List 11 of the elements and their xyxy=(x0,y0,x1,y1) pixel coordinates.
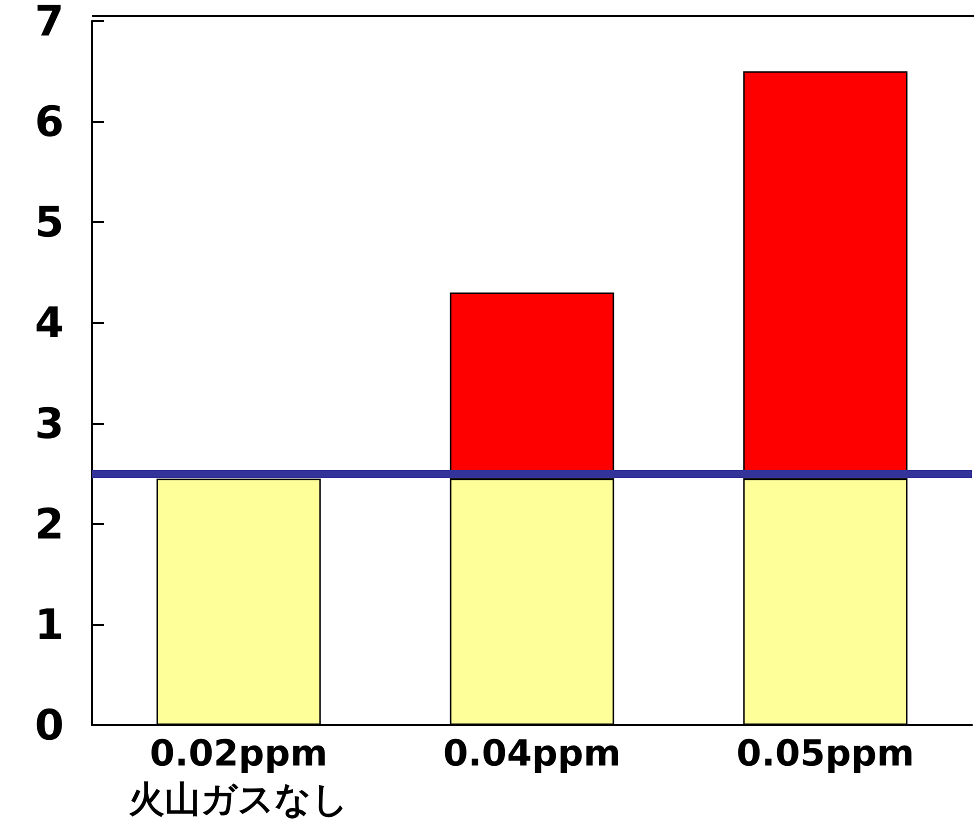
y-tick-label: 5 xyxy=(34,198,64,247)
y-tick-label: 1 xyxy=(34,600,64,649)
y-tick-label: 0 xyxy=(34,700,64,750)
x-tick-label: 0.04ppm xyxy=(443,734,621,774)
x-tick-label: 0.02ppm 火山ガスなし xyxy=(128,734,349,820)
y-tick-label: 3 xyxy=(34,398,64,448)
x-tick-label: 0.05ppm xyxy=(736,734,914,774)
y-tick-label: 2 xyxy=(34,499,64,548)
y-tick-label: 7 xyxy=(34,0,64,46)
y-tick-label: 4 xyxy=(34,298,64,348)
y-tick-label: 6 xyxy=(34,97,64,146)
